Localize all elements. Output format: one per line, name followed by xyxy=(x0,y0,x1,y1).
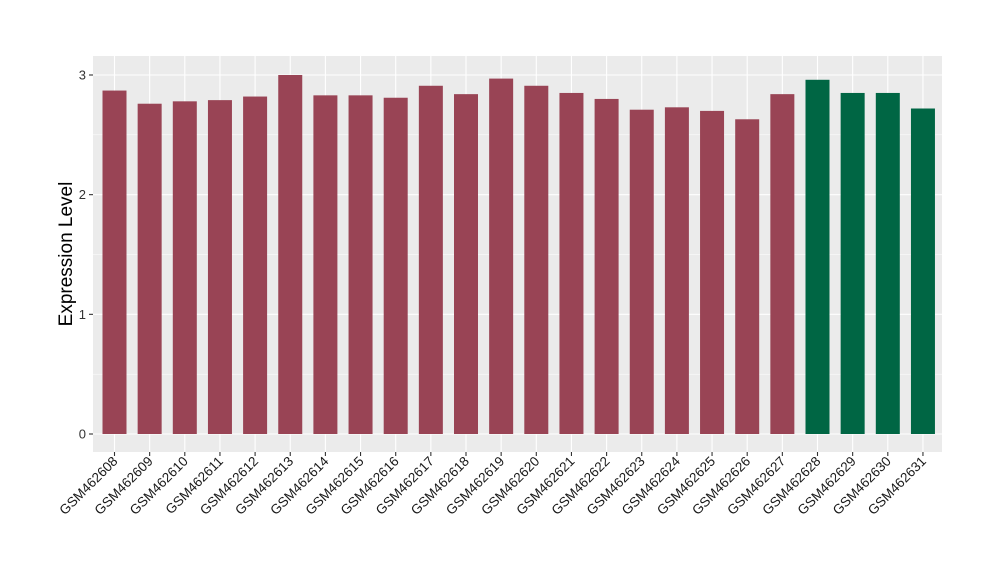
bar-GSM462611 xyxy=(207,100,232,434)
y-axis-title: Expression Level xyxy=(56,182,77,327)
plot-panel xyxy=(93,56,942,452)
bar-GSM462623 xyxy=(629,109,654,434)
bar-GSM462615 xyxy=(348,95,373,435)
bar-GSM462612 xyxy=(243,96,268,434)
bar-GSM462618 xyxy=(454,94,478,434)
bar-GSM462630 xyxy=(875,92,900,434)
bar-GSM462619 xyxy=(489,78,514,434)
bar-GSM462608 xyxy=(102,90,127,434)
bar-GSM462614 xyxy=(313,95,338,435)
bar-GSM462627 xyxy=(770,94,795,434)
bar-GSM462621 xyxy=(559,92,584,434)
bar-GSM462628 xyxy=(805,79,830,434)
y-tick-label: 1 xyxy=(79,307,86,322)
bar-GSM462625 xyxy=(700,110,725,435)
bar-GSM462629 xyxy=(840,92,865,434)
bar-GSM462620 xyxy=(524,85,549,435)
bar-GSM462610 xyxy=(172,101,197,435)
y-tick-label: 0 xyxy=(79,427,86,442)
bar-GSM462616 xyxy=(383,97,408,434)
y-tick-label: 3 xyxy=(79,68,86,83)
y-tick-label: 2 xyxy=(79,187,86,202)
bar-GSM462624 xyxy=(664,107,689,434)
bar-GSM462617 xyxy=(418,85,443,435)
bar-GSM462631 xyxy=(910,108,935,435)
x-axis: GSM462608GSM462609GSM462610GSM462611GSM4… xyxy=(56,452,929,518)
y-axis: 0 1 2 3 xyxy=(79,68,93,442)
bar-GSM462609 xyxy=(137,103,162,434)
bar-GSM462613 xyxy=(278,75,303,434)
bars xyxy=(102,75,935,435)
bar-GSM462626 xyxy=(735,119,760,434)
bar-GSM462622 xyxy=(594,98,619,434)
